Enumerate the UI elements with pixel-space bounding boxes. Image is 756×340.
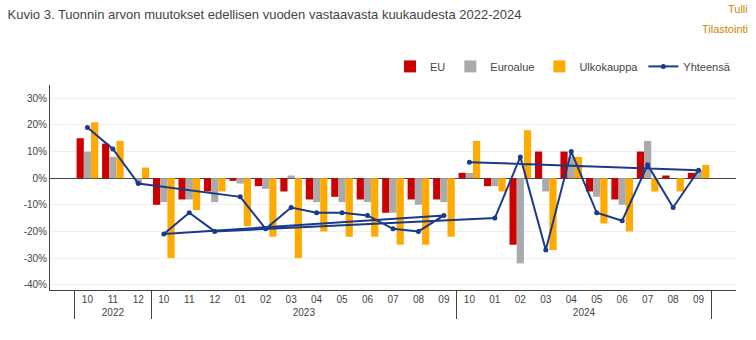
- svg-text:-30%: -30%: [24, 253, 47, 264]
- svg-text:Tilastointi: Tilastointi: [702, 23, 748, 35]
- svg-text:03: 03: [540, 294, 552, 305]
- svg-text:30%: 30%: [27, 93, 47, 104]
- svg-text:10%: 10%: [27, 146, 47, 157]
- svg-text:0%: 0%: [33, 173, 48, 184]
- svg-text:EU: EU: [430, 61, 445, 73]
- svg-text:10: 10: [158, 294, 170, 305]
- svg-text:Yhteensä: Yhteensä: [683, 61, 730, 73]
- svg-text:10: 10: [82, 294, 94, 305]
- svg-text:02: 02: [515, 294, 527, 305]
- svg-text:10: 10: [464, 294, 476, 305]
- svg-text:07: 07: [387, 294, 399, 305]
- svg-text:11: 11: [108, 294, 119, 305]
- svg-text:01: 01: [489, 294, 501, 305]
- svg-text:12: 12: [133, 294, 145, 305]
- svg-text:-40%: -40%: [24, 279, 47, 290]
- svg-text:06: 06: [362, 294, 374, 305]
- svg-text:12: 12: [209, 294, 221, 305]
- svg-text:03: 03: [286, 294, 298, 305]
- svg-text:05: 05: [591, 294, 603, 305]
- svg-text:Euroalue: Euroalue: [490, 61, 534, 73]
- svg-text:08: 08: [413, 294, 425, 305]
- svg-text:04: 04: [566, 294, 578, 305]
- svg-text:-20%: -20%: [24, 226, 47, 237]
- svg-text:08: 08: [668, 294, 680, 305]
- svg-text:06: 06: [617, 294, 629, 305]
- svg-text:05: 05: [337, 294, 349, 305]
- svg-text:20%: 20%: [27, 119, 47, 130]
- svg-text:02: 02: [260, 294, 272, 305]
- svg-text:04: 04: [311, 294, 323, 305]
- svg-text:2024: 2024: [573, 307, 596, 318]
- svg-text:01: 01: [235, 294, 247, 305]
- svg-text:2023: 2023: [293, 307, 316, 318]
- svg-text:Ulkokauppa: Ulkokauppa: [579, 61, 638, 73]
- svg-text:Tulli: Tulli: [728, 3, 748, 15]
- svg-text:2022: 2022: [102, 307, 125, 318]
- svg-text:09: 09: [438, 294, 450, 305]
- svg-text:09: 09: [693, 294, 705, 305]
- svg-text:Kuvio 3. Tuonnin arvon muutoks: Kuvio 3. Tuonnin arvon muutokset edellis…: [8, 7, 522, 22]
- svg-text:07: 07: [642, 294, 654, 305]
- svg-text:-10%: -10%: [24, 199, 47, 210]
- svg-text:11: 11: [184, 294, 195, 305]
